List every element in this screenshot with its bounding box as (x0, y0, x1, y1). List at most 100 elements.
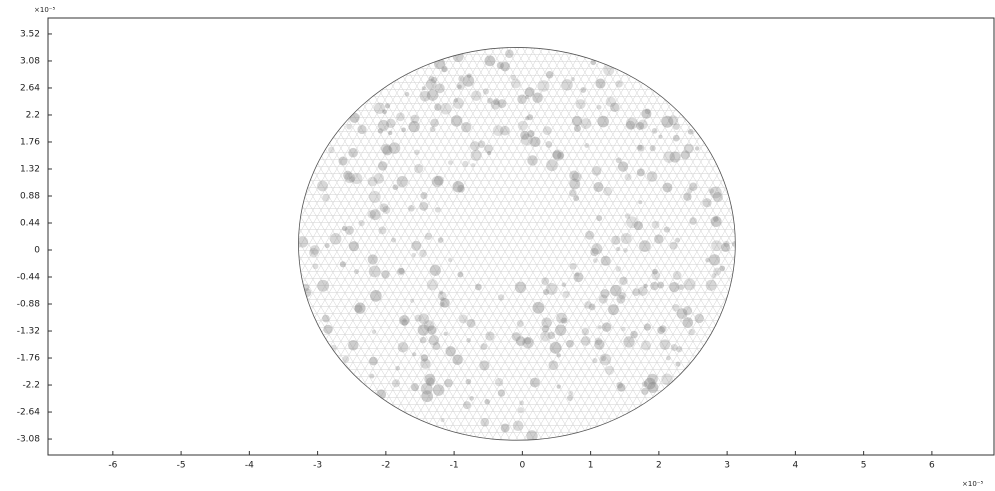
mesh-cluster (432, 342, 441, 351)
mesh-cluster (510, 74, 516, 81)
mesh-cluster (713, 216, 719, 222)
mesh-cluster (561, 79, 573, 91)
mesh-cluster (312, 263, 319, 270)
mesh-cluster (410, 114, 420, 124)
mesh-cluster (516, 320, 524, 328)
mesh-cluster (643, 283, 648, 289)
mesh-cluster (584, 143, 590, 148)
mesh-cluster (433, 175, 444, 186)
x-tick-label: 5 (861, 461, 867, 471)
mesh-cluster (641, 381, 648, 387)
mesh-cluster (662, 182, 673, 193)
mesh-cluster (597, 115, 609, 128)
mesh-cluster (425, 79, 437, 90)
mesh-cluster (731, 241, 736, 247)
mesh-cluster (687, 128, 694, 135)
mesh-cluster (658, 134, 663, 139)
mesh-cluster (545, 282, 558, 295)
mesh-cluster (342, 355, 350, 363)
y-tick-label: 0.88 (20, 191, 40, 201)
mesh-cluster (624, 173, 632, 181)
mesh-cluster (322, 314, 330, 323)
mesh-cluster (555, 324, 567, 336)
mesh-cluster (437, 237, 444, 243)
mesh-cluster (414, 314, 422, 322)
mesh-cluster (623, 336, 635, 348)
mesh-cluster (637, 144, 645, 152)
mesh-cluster (562, 290, 570, 299)
mesh-cluster (594, 339, 605, 350)
mesh-cluster (524, 87, 535, 97)
mesh-cluster (636, 168, 645, 177)
mesh-cluster (482, 88, 489, 95)
mesh-cluster (439, 290, 444, 295)
mesh-cluster (574, 272, 580, 277)
mesh-cluster (457, 84, 462, 89)
mesh-cluster (370, 290, 382, 302)
mesh-cluster (637, 144, 643, 150)
mesh-cluster (492, 125, 504, 136)
mesh-cluster (346, 123, 352, 130)
mesh-cluster (641, 387, 649, 395)
mesh-cluster (427, 325, 437, 335)
mesh-cluster (461, 122, 472, 133)
mesh-cluster (348, 241, 359, 252)
y-tick-label: 1.32 (20, 164, 40, 174)
mesh-cluster (596, 104, 602, 110)
x-tick-label: -6 (108, 461, 117, 471)
mesh-cluster (420, 358, 431, 369)
mesh-cluster (643, 323, 652, 331)
mesh-cluster (339, 261, 346, 268)
mesh-cluster (471, 163, 476, 168)
mesh-cluster (661, 373, 673, 386)
mesh-cluster (669, 241, 678, 250)
mesh-cluster (568, 390, 574, 396)
mesh-cluster (344, 172, 355, 184)
y-tick-label: 2.64 (20, 83, 40, 93)
mesh-cluster (676, 346, 683, 353)
mesh-cluster (615, 80, 623, 88)
mesh-cluster (381, 270, 390, 279)
mesh-cluster (569, 178, 581, 190)
mesh-cluster (575, 99, 586, 110)
mesh-cluster (298, 236, 309, 248)
mesh-cluster (494, 378, 504, 387)
mesh-cluster (309, 245, 320, 255)
mesh-cluster (448, 160, 453, 165)
mesh-cluster (475, 283, 482, 291)
mesh-cluster (638, 286, 648, 296)
mesh-cluster (517, 407, 524, 414)
mesh-cluster (663, 226, 670, 233)
mesh-cluster (514, 281, 527, 293)
mesh-cluster (367, 176, 378, 187)
mesh-cluster (520, 133, 533, 146)
mesh-cluster (497, 99, 507, 109)
mesh-cluster (458, 314, 468, 324)
mesh-cluster (517, 94, 527, 104)
y-tick-label: 0.44 (20, 218, 40, 228)
mesh-cluster (647, 381, 659, 394)
mesh-cluster (712, 191, 723, 203)
mesh-cluster (452, 354, 463, 365)
mesh-cluster (419, 90, 431, 102)
mesh-cluster (705, 257, 710, 263)
mesh-cluster (615, 157, 622, 164)
mesh-cluster (458, 75, 465, 82)
mesh-cluster (348, 340, 359, 351)
mesh-cluster (552, 149, 564, 161)
mesh-cluster (382, 145, 393, 156)
x-multiplier: ×10⁻⁵ (962, 480, 983, 488)
mesh-cluster (623, 248, 628, 253)
mesh-cluster (621, 326, 626, 332)
mesh-cluster (487, 97, 494, 104)
mesh-cluster (603, 64, 615, 76)
mesh-cluster (471, 90, 482, 101)
mesh-cluster (421, 86, 426, 91)
y-tick-label: -0.88 (17, 300, 41, 310)
mesh-cluster (323, 324, 333, 334)
mesh-cluster (668, 115, 679, 126)
mesh-cluster (654, 234, 664, 244)
mesh-cluster (426, 279, 439, 291)
mesh-cluster (580, 118, 592, 129)
mesh-cluster (585, 230, 595, 240)
